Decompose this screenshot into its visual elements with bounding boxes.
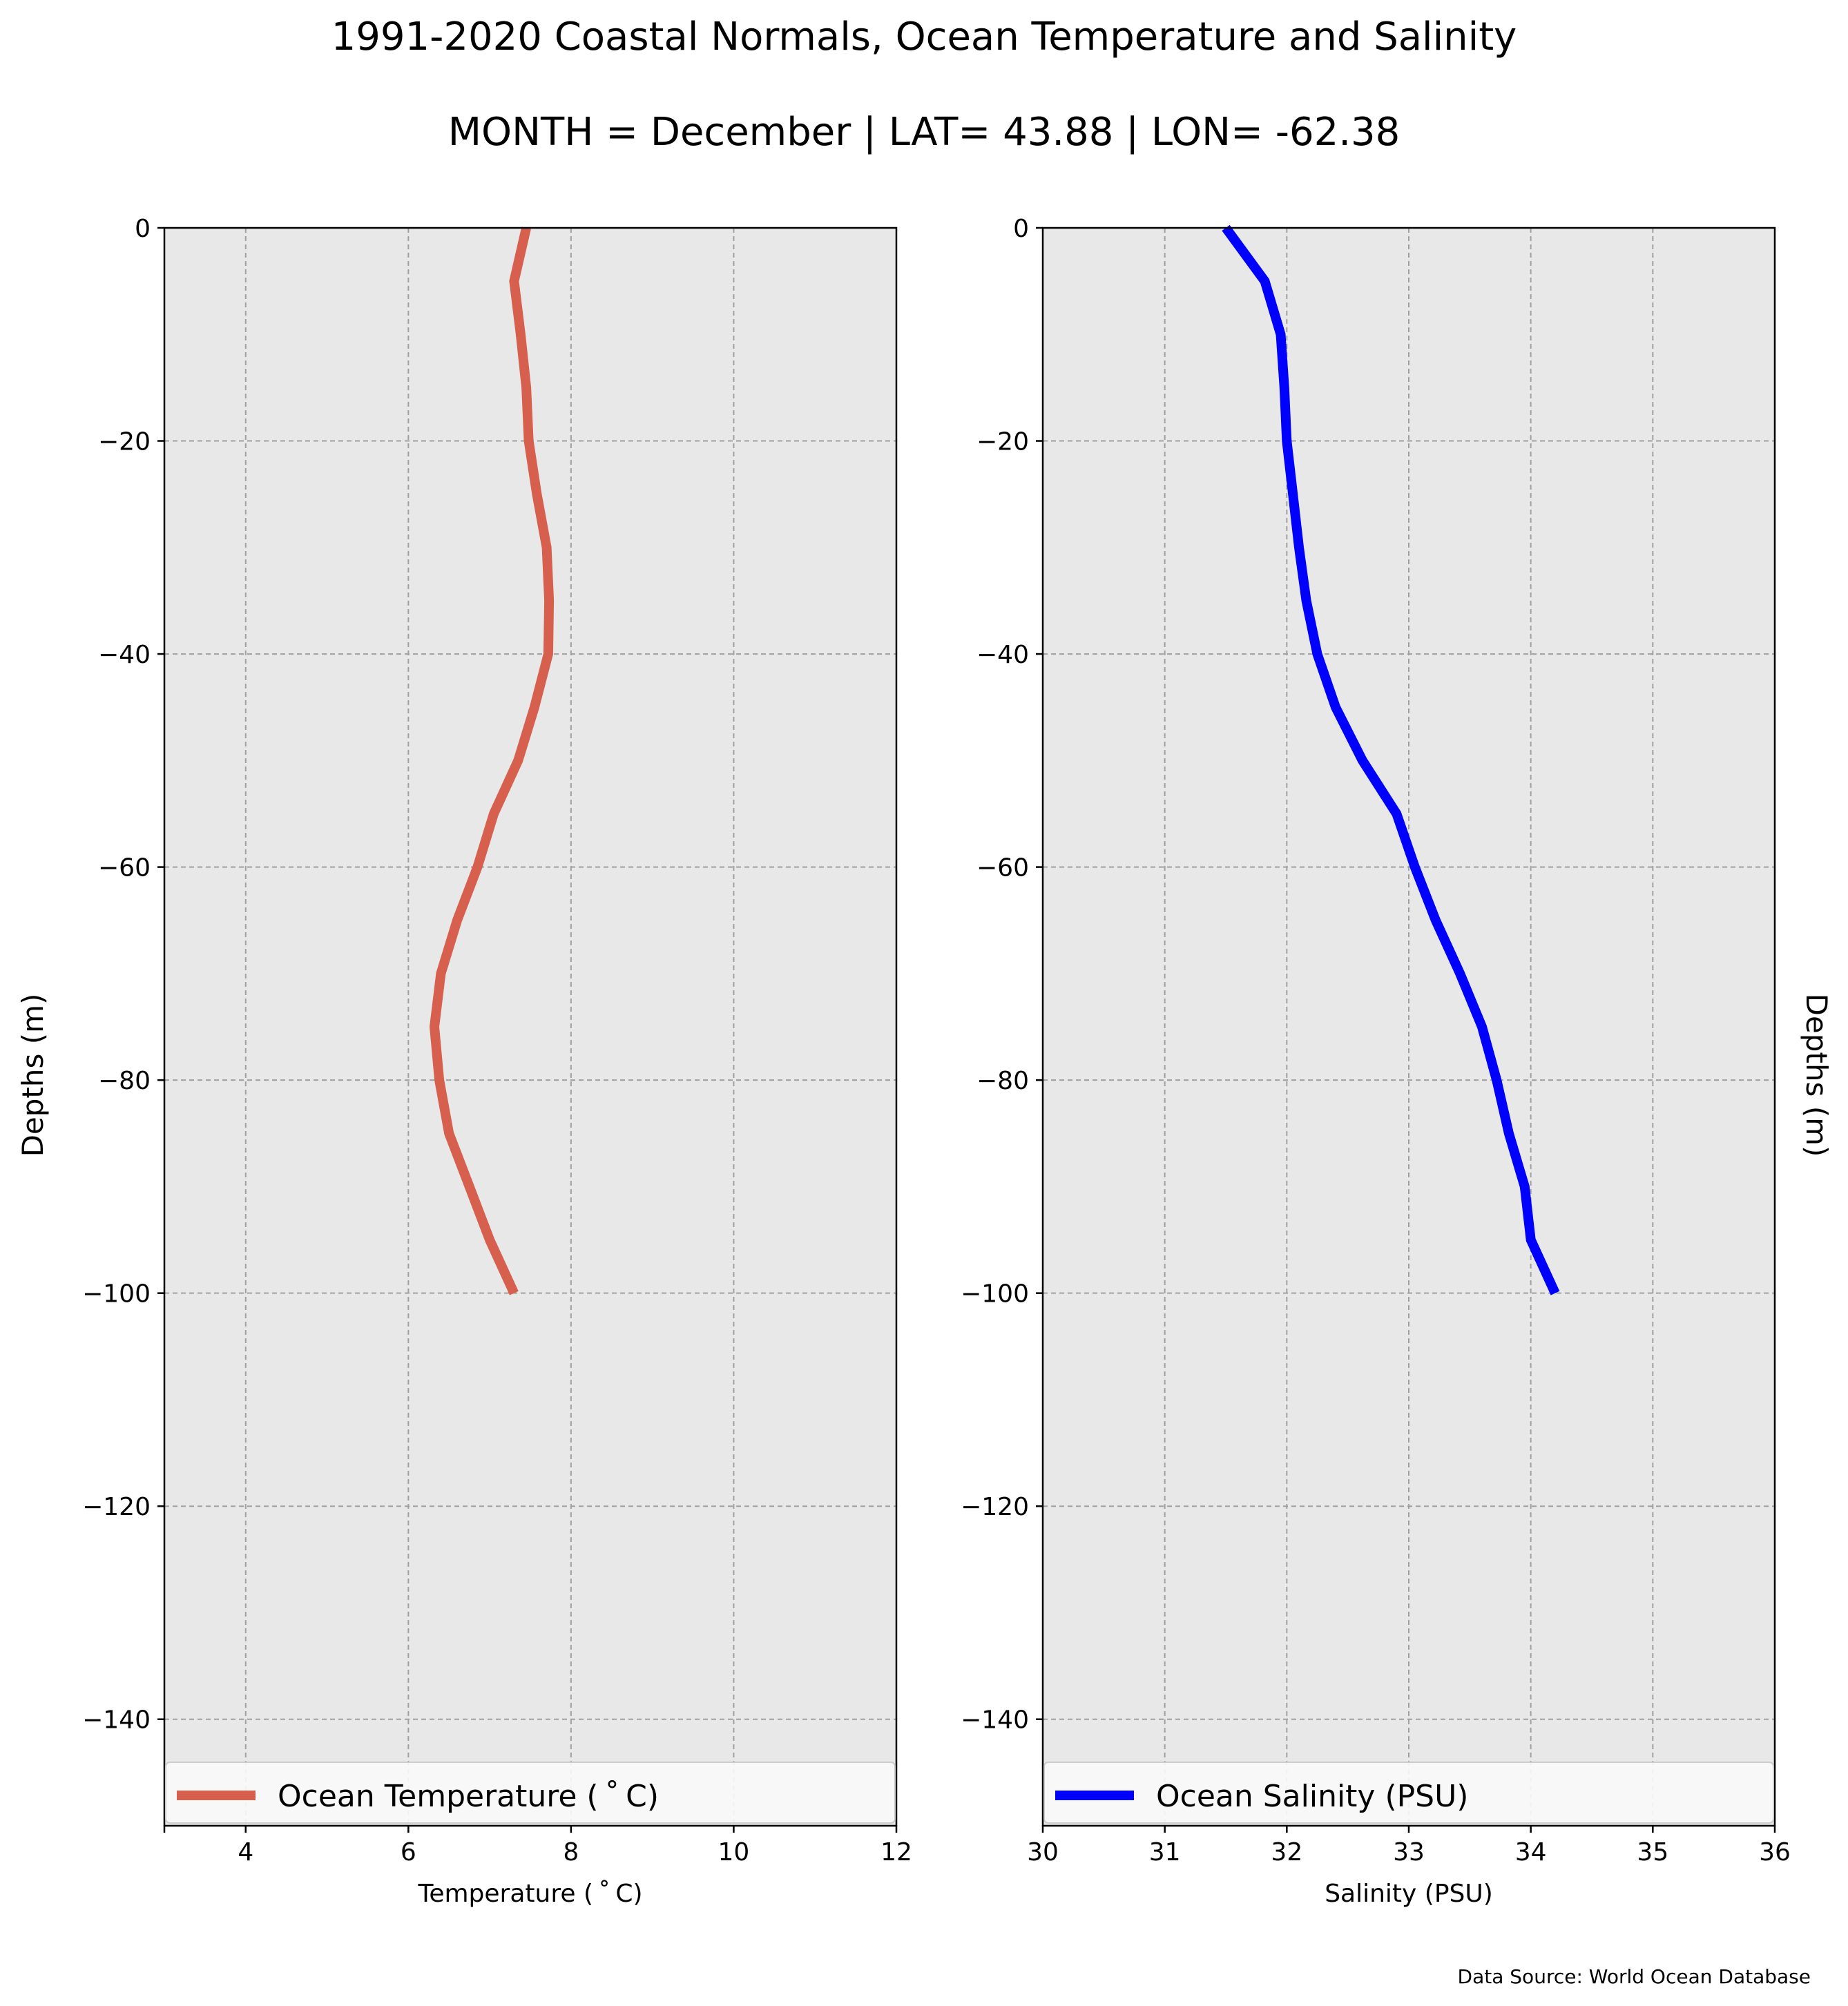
left-ytick-label: −120 [82, 1493, 151, 1521]
right-ytick-label: −80 [976, 1067, 1029, 1095]
left-chart: 4 6 8 10 12 0 −20 −40 −60 −80 −100 −120 −140 Temperat… [16, 215, 912, 1908]
right-series-line [1222, 224, 1560, 1295]
left-plot-background [164, 228, 896, 1826]
left-xtick-label: 6 [401, 1838, 416, 1867]
left-ytick-label: 0 [135, 215, 151, 243]
left-ytick-label: −20 [98, 428, 151, 456]
left-xtick-label: 4 [238, 1838, 253, 1867]
figure-title: 1991-2020 Coastal Normals, Ocean Tempera… [331, 15, 1517, 59]
right-xtick-label: 33 [1393, 1838, 1425, 1867]
left-xtick-label: 10 [718, 1838, 750, 1867]
right-legend: Ocean Salinity (PSU) [1043, 1762, 1774, 1824]
right-xtick-label: 34 [1515, 1838, 1547, 1867]
left-legend-box [165, 1762, 896, 1824]
right-xtick-label: 35 [1637, 1838, 1668, 1867]
left-x-axis-label: Temperature ( ˚ C) [417, 1880, 642, 1908]
left-axes-frame [163, 226, 898, 1827]
left-legend-label: Ocean Temperature ( ˚ C) [278, 1779, 659, 1814]
chart-panels: 4 6 8 10 12 0 −20 −40 −60 −80 −100 −120 −140 Temperat… [16, 215, 1833, 1908]
right-chart: 30 31 32 33 34 35 36 0 −20 −40 −60 −80 −100 −120 −140 S… [961, 215, 1833, 1908]
left-xtick-label: 8 [563, 1838, 579, 1867]
left-series-line [429, 226, 555, 1295]
right-ytick-label: −120 [961, 1493, 1029, 1521]
right-ytick-label: −140 [961, 1706, 1029, 1735]
right-ytick-label: −60 [976, 854, 1029, 883]
right-xtick-label: 32 [1271, 1838, 1302, 1867]
left-ytick-label: −140 [82, 1706, 151, 1735]
right-ytick-label: 0 [1013, 215, 1029, 243]
left-y-axis-label: Depths (m) [16, 994, 50, 1157]
left-ytick-label: −40 [98, 641, 151, 669]
right-ytick-label: −40 [976, 641, 1029, 669]
left-ytick-label: −80 [98, 1067, 151, 1095]
right-xtick-label: 31 [1149, 1838, 1181, 1867]
left-ytick-label: −100 [82, 1280, 151, 1309]
left-ytick-label: −60 [98, 854, 151, 883]
left-xtick-label: 12 [880, 1838, 912, 1867]
right-xtick-label: 36 [1759, 1838, 1791, 1867]
figure-subtitle: MONTH = December | LAT= 43.88 | LON= -62… [448, 110, 1401, 155]
right-xtick-label: 30 [1027, 1838, 1059, 1867]
right-legend-label: Ocean Salinity (PSU) [1156, 1779, 1468, 1814]
source-note: Data Source: World Ocean Database [1458, 1965, 1811, 1988]
left-legend: Ocean Temperature ( ˚ C) [165, 1762, 896, 1824]
right-legend-box [1043, 1762, 1774, 1824]
right-y-axis-label: Depths (m) [1800, 994, 1833, 1157]
right-x-axis-label: Salinity (PSU) [1325, 1880, 1493, 1908]
right-ytick-label: −20 [976, 428, 1029, 456]
right-ytick-label: −100 [961, 1280, 1029, 1309]
